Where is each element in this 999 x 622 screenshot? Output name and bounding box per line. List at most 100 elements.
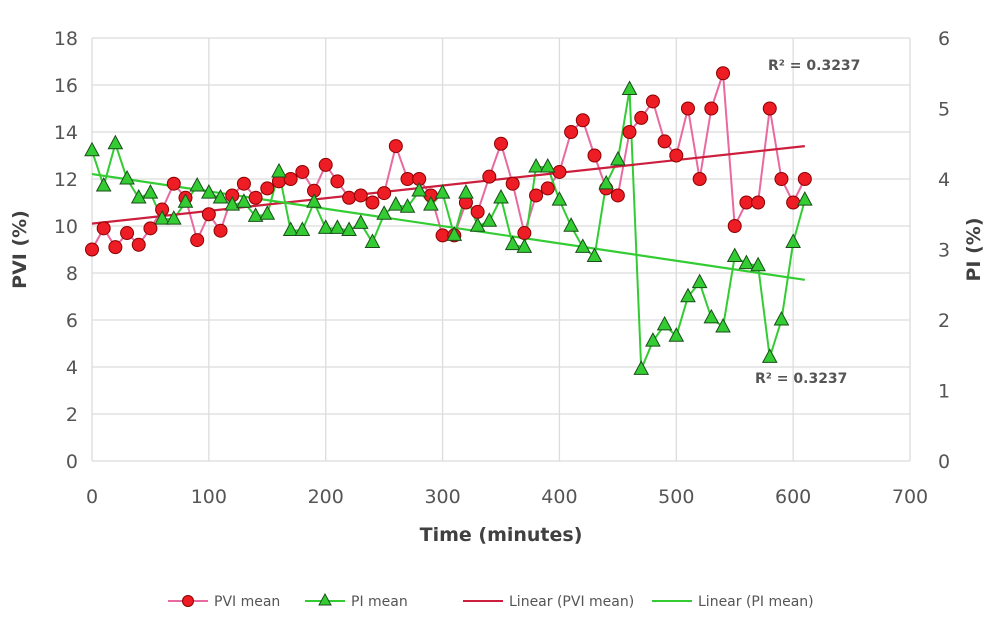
pvi-point: [657, 134, 672, 149]
pi-point: [294, 221, 311, 236]
pi-point: [738, 254, 755, 270]
y2-tick-label: 0: [938, 451, 950, 473]
y-axis-label: PVI (%): [9, 210, 31, 289]
pi-point: [434, 184, 451, 199]
pvi-point: [190, 233, 205, 248]
pvi-point: [388, 139, 403, 154]
pvi-point: [295, 164, 310, 179]
pi-point: [130, 188, 147, 204]
pi-point: [259, 205, 276, 220]
pvi-point: [564, 125, 579, 139]
pvi-point: [96, 221, 111, 236]
y-tick-label: 4: [66, 357, 78, 379]
y2-tick-label: 6: [938, 28, 950, 50]
pi-point: [621, 80, 638, 95]
x-tick-label: 400: [541, 486, 577, 508]
y2-tick-label: 5: [938, 99, 950, 121]
pvi-point: [260, 181, 275, 196]
pvi-point: [727, 219, 742, 233]
y-tick-label: 10: [54, 216, 78, 238]
y-tick-label: 16: [54, 75, 78, 97]
pi-point: [411, 181, 428, 197]
pvi-point: [704, 101, 719, 116]
pi-point: [750, 256, 766, 272]
pi-point: [761, 348, 778, 363]
pi-point: [224, 196, 241, 211]
pvi-point: [131, 237, 146, 252]
pvi-point: [540, 181, 555, 196]
pvi-point: [400, 172, 415, 186]
x-tick-label: 600: [775, 486, 811, 508]
pi-point: [574, 238, 591, 253]
pvi-point: [470, 204, 485, 219]
pi-point: [387, 196, 404, 211]
y2-tick-label: 4: [938, 169, 950, 191]
pvi-point: [645, 94, 660, 109]
pi-point: [399, 198, 416, 213]
pvi-point: [529, 188, 544, 203]
pi-point: [282, 221, 299, 236]
pi-point: [691, 273, 708, 289]
pvi-point: [236, 176, 251, 191]
pvi-point: [622, 125, 637, 139]
pi-point: [119, 169, 135, 185]
pi-point: [668, 327, 685, 342]
pi-point: [610, 150, 626, 166]
pi-point: [271, 162, 287, 178]
pvi-point: [482, 169, 497, 184]
legend-label: Linear (PI mean): [698, 594, 814, 610]
pvi-point: [330, 174, 345, 189]
pi-point: [773, 310, 790, 326]
pi-point: [726, 247, 743, 263]
pi-point: [165, 210, 182, 225]
pi-point: [528, 157, 544, 173]
x-tick-label: 0: [86, 486, 98, 508]
pi-point: [177, 193, 194, 208]
pi-point: [493, 188, 509, 204]
legend-label: PVI mean: [214, 594, 280, 610]
y-tick-label: 12: [54, 169, 78, 191]
pi-point: [481, 212, 498, 227]
x-tick-label: 700: [892, 486, 928, 508]
pi-point: [715, 317, 731, 333]
pvi-point: [494, 136, 508, 151]
pi-point: [364, 233, 381, 248]
pvi-point: [517, 226, 532, 241]
y-tick-label: 2: [66, 404, 78, 426]
pvi-point: [634, 110, 649, 125]
legend-marker-circle: [182, 595, 194, 607]
pi-point: [376, 205, 392, 220]
pi-point: [516, 238, 533, 253]
pi-point: [796, 191, 813, 206]
pvi-point: [610, 188, 625, 203]
pi-point: [189, 176, 206, 192]
legend-label: Linear (PVI mean): [509, 594, 634, 610]
y2-tick-label: 2: [938, 310, 950, 332]
pvi-point: [108, 240, 123, 255]
pi-point: [656, 315, 673, 331]
legend-label: PI mean: [351, 594, 408, 610]
y-tick-label: 6: [66, 310, 78, 332]
pvi-point: [669, 148, 684, 163]
pvi-point: [786, 195, 801, 210]
pi-point: [785, 233, 801, 248]
pvi-point: [283, 172, 298, 186]
pi-point: [504, 235, 521, 251]
pvi-point: [587, 148, 602, 163]
pvi-point: [353, 188, 368, 203]
pi-point: [142, 184, 159, 199]
x-tick-label: 100: [191, 486, 227, 508]
pi-point: [329, 219, 346, 234]
pvi-point: [365, 195, 380, 210]
x-tick-label: 200: [308, 486, 344, 508]
pvi-point: [377, 186, 392, 201]
pvi-point: [248, 190, 263, 205]
pvi-point: [166, 176, 181, 191]
pi-point: [84, 141, 100, 157]
pvi-point: [716, 66, 731, 81]
pi-point: [212, 188, 229, 204]
y2-axis-label: PI (%): [963, 217, 985, 281]
pvi-point: [680, 101, 695, 116]
